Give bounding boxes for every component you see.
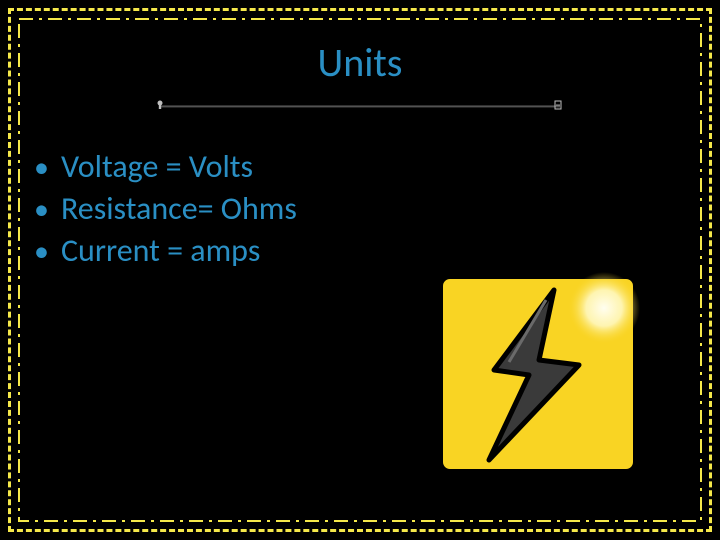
lightning-warning-graphic xyxy=(434,270,644,480)
bullet-icon: • xyxy=(34,192,49,228)
bullet-icon: • xyxy=(34,234,49,270)
slide-content: Units • Voltage = Volts • Resistance= Oh… xyxy=(30,30,690,510)
bullet-text: Voltage = Volts xyxy=(61,147,253,187)
list-item: • Resistance= Ohms xyxy=(34,189,690,229)
bullet-text: Resistance= Ohms xyxy=(61,189,297,229)
bullet-list: • Voltage = Volts • Resistance= Ohms • C… xyxy=(34,147,690,271)
bullet-text: Current = amps xyxy=(61,231,260,271)
list-item: • Current = amps xyxy=(34,231,690,271)
bullet-icon: • xyxy=(34,150,49,186)
title-underline xyxy=(150,97,570,115)
list-item: • Voltage = Volts xyxy=(34,147,690,187)
slide-title: Units xyxy=(30,38,690,87)
